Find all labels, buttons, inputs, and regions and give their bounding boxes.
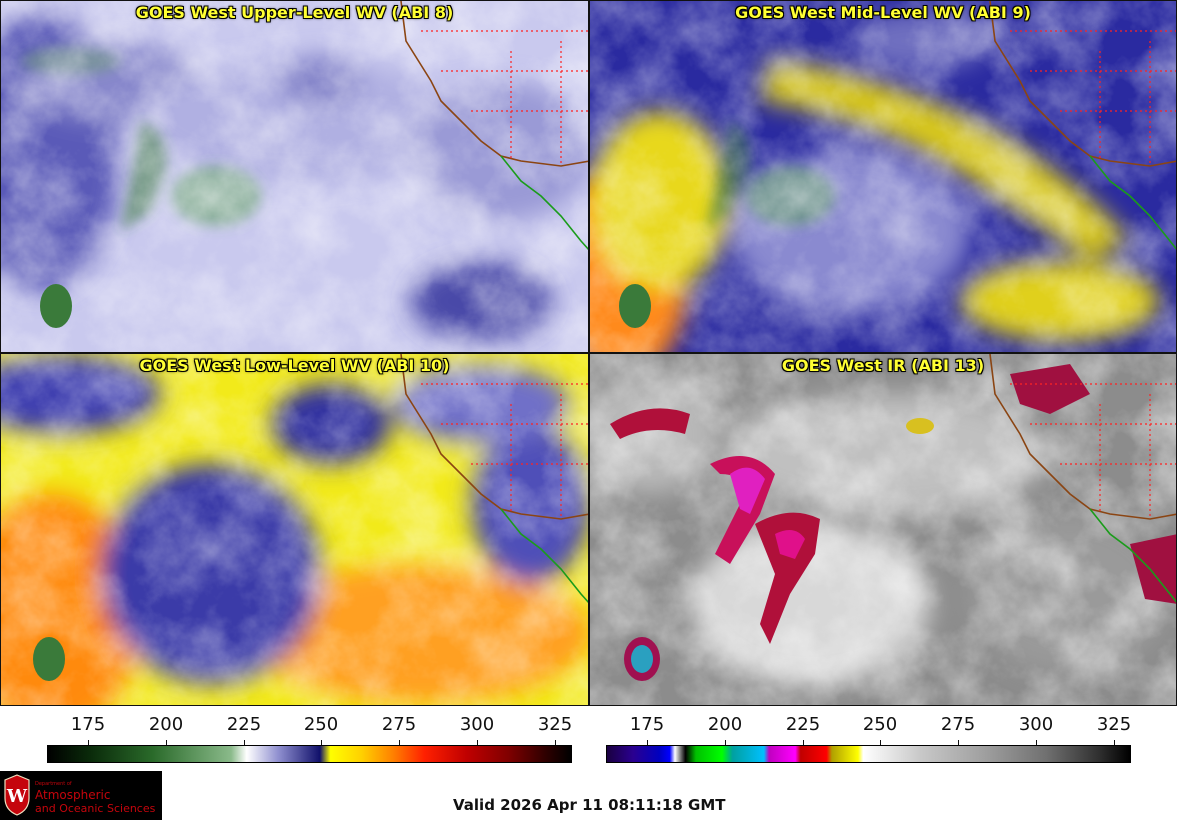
mid-level-wv-image <box>590 1 1176 352</box>
wv-color-gradient <box>47 745 572 763</box>
wv-tick-label: 275 <box>381 714 417 735</box>
ir-tick-mark <box>803 740 804 746</box>
ir-tick-label: 250 <box>862 714 898 735</box>
low-level-wv-image <box>1 354 588 705</box>
wv-tick-mark <box>244 740 245 746</box>
wv-tick-label: 225 <box>226 714 262 735</box>
ir-color-gradient <box>606 745 1131 763</box>
logo-name-line1: Atmospheric <box>35 788 111 802</box>
wv-colorbar: 175 200 225 250 275 300 325 <box>47 710 572 766</box>
wv-tick-label: 200 <box>148 714 184 735</box>
upper-level-wv-image <box>1 1 588 352</box>
wv-tick-label: 250 <box>303 714 339 735</box>
panel-title: GOES West Upper-Level WV (ABI 8) <box>135 3 454 22</box>
upper-level-wv-panel: GOES West Upper-Level WV (ABI 8) <box>0 0 589 353</box>
ir-tick-label: 200 <box>707 714 743 735</box>
wv-tick-mark <box>555 740 556 746</box>
ir-tick-mark <box>958 740 959 746</box>
wv-colorbar-ticks: 175 200 225 250 275 300 325 <box>47 710 572 746</box>
ir-tick-label: 175 <box>629 714 665 735</box>
ir-tick-mark <box>880 740 881 746</box>
wv-tick-label: 300 <box>459 714 495 735</box>
ir-tick-mark <box>1114 740 1115 746</box>
ir-tick-label: 300 <box>1018 714 1054 735</box>
ir-tick-mark <box>1036 740 1037 746</box>
wv-tick-mark <box>166 740 167 746</box>
panel-title: GOES West Mid-Level WV (ABI 9) <box>735 3 1031 22</box>
ir-tick-mark <box>647 740 648 746</box>
logo-name-line2: and Oceanic Sciences <box>35 802 156 815</box>
mid-level-wv-panel: GOES West Mid-Level WV (ABI 9) <box>589 0 1177 353</box>
wv-tick-mark <box>399 740 400 746</box>
wv-tick-label: 325 <box>537 714 573 735</box>
panel-title: GOES West IR (ABI 13) <box>781 356 985 375</box>
wv-tick-mark <box>477 740 478 746</box>
ir-tick-mark <box>725 740 726 746</box>
uw-crest-icon: W <box>4 774 30 816</box>
ir-tick-label: 225 <box>785 714 821 735</box>
low-level-wv-panel: GOES West Low-Level WV (ABI 10) <box>0 353 589 706</box>
ir-image <box>590 354 1176 705</box>
ir-panel: GOES West IR (ABI 13) <box>589 353 1177 706</box>
uw-aos-logo: W Department of Atmospheric and Oceanic … <box>0 771 162 820</box>
logo-dept-text: Department of <box>35 781 72 787</box>
ir-tick-label: 325 <box>1096 714 1132 735</box>
wv-tick-mark <box>321 740 322 746</box>
wv-tick-label: 175 <box>70 714 106 735</box>
panel-title: GOES West Low-Level WV (ABI 10) <box>139 356 450 375</box>
svg-text:W: W <box>6 786 28 807</box>
ir-colorbar-ticks: 175 200 225 250 275 300 325 <box>606 710 1131 746</box>
ir-colorbar: 175 200 225 250 275 300 325 <box>606 710 1131 766</box>
ir-tick-label: 275 <box>940 714 976 735</box>
wv-tick-mark <box>88 740 89 746</box>
valid-time-label: Valid 2026 Apr 11 08:11:18 GMT <box>453 796 726 814</box>
